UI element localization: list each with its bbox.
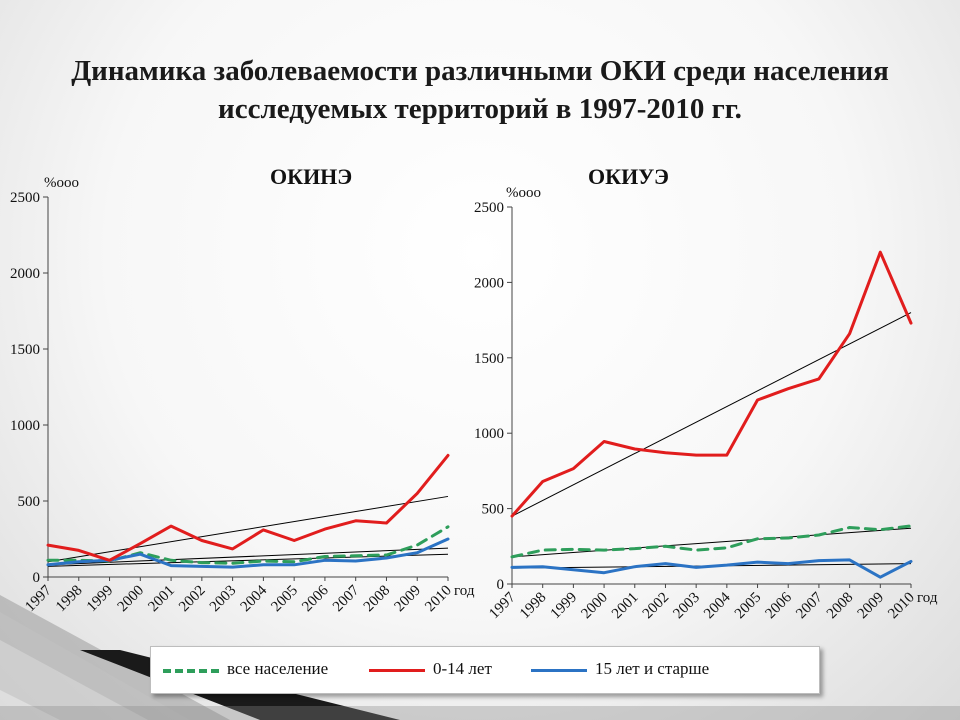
x-tick-label: 1997 [486, 589, 519, 622]
legend: все население 0-14 лет 15 лет и старше [150, 646, 820, 694]
trendline-adults [47, 553, 449, 567]
x-tick-label: 2007 [793, 589, 826, 622]
title-line-1: Динамика заболеваемости различными ОКИ с… [71, 55, 889, 87]
trendline-children [47, 547, 449, 566]
series-line-adults [510, 558, 913, 579]
y-axis-label: %ооо [506, 185, 541, 201]
legend-label-adults: 15 лет и старше [595, 659, 710, 678]
slide-title: Динамика заболеваемости различными ОКИ с… [0, 52, 960, 128]
y-tick-label: 2500 [10, 190, 40, 206]
x-tick-label: 2010 [885, 590, 918, 623]
trendline-children [511, 527, 912, 558]
title-line-2: исследуемых территорий в 1997-2010 гг. [218, 93, 742, 125]
y-tick-label: 2000 [10, 266, 40, 282]
trendline-all [511, 312, 912, 517]
x-tick-label: 2005 [732, 590, 765, 623]
legend-label-children: 0-14 лет [433, 659, 492, 678]
x-tick-label: 2004 [701, 589, 734, 622]
legend-swatch-children [369, 669, 425, 672]
x-axis-label: год [917, 590, 938, 606]
x-tick-label: 1998 [517, 590, 550, 623]
series-line-adults [46, 537, 450, 569]
legend-label-all: все население [227, 659, 329, 678]
x-tick-label: 2009 [855, 590, 888, 623]
legend-swatch-all [163, 669, 219, 673]
trendline-all [47, 495, 449, 563]
y-tick-label: 500 [18, 494, 41, 510]
x-tick-label: 2003 [670, 590, 703, 623]
y-tick-label: 0 [33, 570, 41, 586]
x-tick-label: 2006 [763, 589, 796, 622]
series-line-children [510, 250, 913, 518]
x-tick-label: 2008 [824, 590, 857, 623]
chart-heading-okine: ОКИНЭ [270, 164, 353, 189]
x-tick-label: 2000 [578, 590, 611, 623]
y-tick-label: 0 [497, 577, 505, 593]
legend-swatch-adults [531, 669, 587, 672]
series-line-all [510, 524, 913, 559]
y-tick-label: 500 [482, 502, 505, 518]
y-tick-label: 1000 [10, 418, 40, 434]
y-axis-label: %ооо [44, 175, 79, 191]
x-tick-label: 2001 [609, 590, 642, 623]
x-tick-label: 2002 [640, 590, 673, 623]
y-tick-label: 1500 [10, 342, 40, 358]
series-line-children [46, 453, 450, 562]
y-tick-label: 2000 [474, 275, 504, 291]
y-tick-label: 1500 [474, 351, 504, 367]
x-tick-label: 1999 [548, 590, 581, 623]
chart-heading-okiue: ОКИУЭ [588, 164, 669, 189]
y-tick-label: 2500 [474, 200, 504, 216]
y-tick-label: 1000 [474, 426, 504, 442]
x-axis-label: год [454, 583, 475, 599]
